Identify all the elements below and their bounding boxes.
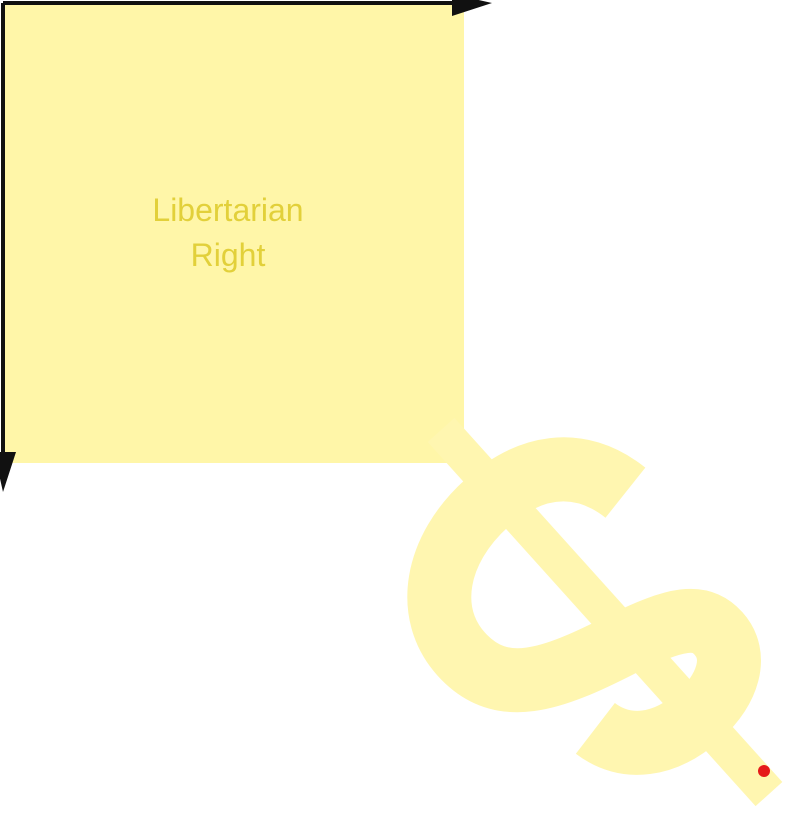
- position-dot: [758, 765, 770, 777]
- top-axis-arrowhead: [452, 0, 492, 16]
- libertarian-right-quadrant: [3, 3, 464, 463]
- compass-axes: [0, 0, 492, 492]
- dollar-sign-icon: [407, 417, 783, 807]
- left-axis-arrowhead: [0, 452, 16, 492]
